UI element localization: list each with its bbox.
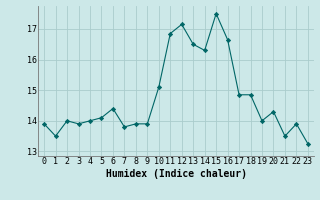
X-axis label: Humidex (Indice chaleur): Humidex (Indice chaleur)	[106, 169, 246, 179]
